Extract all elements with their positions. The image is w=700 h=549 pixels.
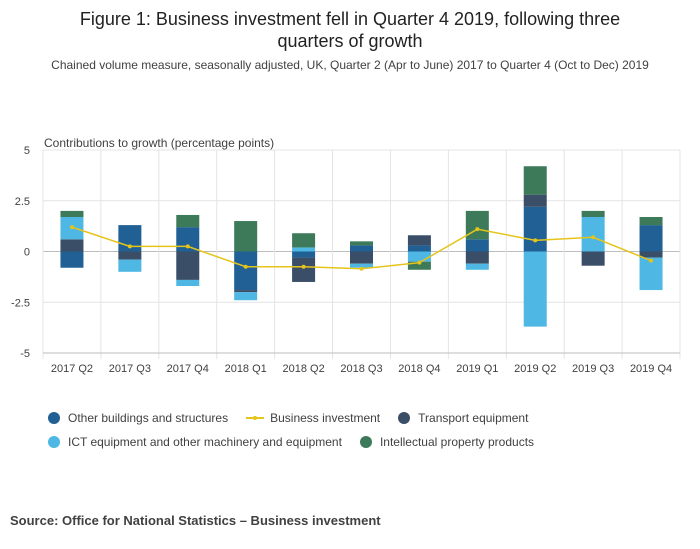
bar-segment xyxy=(465,251,489,264)
legend-swatch-business-investment xyxy=(246,412,265,424)
bar-segment xyxy=(176,251,200,280)
bar-segment xyxy=(234,251,258,291)
bar-segment xyxy=(292,233,316,248)
bar-segment xyxy=(639,257,663,291)
legend-row-2: ICT equipment and other machinery and eq… xyxy=(48,430,552,454)
y-tick-label: 0 xyxy=(24,247,30,259)
chart-subtitle: Chained volume measure, seasonally adjus… xyxy=(51,58,649,72)
legend-swatch-transport-equipment xyxy=(398,412,411,424)
y-tick-label: 5 xyxy=(24,145,30,157)
bar-segment xyxy=(465,210,489,240)
legend-row-1: Other buildings and structures Business … xyxy=(48,406,552,430)
bar-segment xyxy=(234,292,258,301)
legend-item-ict-equipment[interactable]: ICT equipment and other machinery and eq… xyxy=(48,435,342,449)
chart-plot-area: 5 2.5 0 -2.5 -5 2017 Q2 2017 Q3 2017 Q4 2018 Q1 2… xyxy=(11,145,681,375)
legend-item-intellectual-property[interactable]: Intellectual property products xyxy=(359,435,535,449)
chart-source: Source: Office for National Statistics –… xyxy=(10,513,381,528)
line-point xyxy=(127,244,132,249)
x-tick-label: 2019 Q3 xyxy=(572,363,614,375)
bar-segment xyxy=(118,251,142,260)
legend-label-business-investment: Business investment xyxy=(270,411,381,425)
bar-segment xyxy=(60,210,84,217)
y-axis-title: Contributions to growth (percentage poin… xyxy=(44,136,275,150)
bar-segment xyxy=(523,194,547,207)
line-point xyxy=(301,264,306,269)
bar-segment xyxy=(292,247,316,252)
bar-segment xyxy=(234,290,258,293)
x-tick-label: 2019 Q2 xyxy=(514,363,556,375)
x-tick-label: 2017 Q2 xyxy=(51,363,93,375)
x-tick-label: 2018 Q3 xyxy=(340,363,382,375)
x-tick-label: 2018 Q1 xyxy=(225,363,267,375)
chart-title-line-1: Figure 1: Business investment fell in Qu… xyxy=(79,9,621,29)
x-tick-label: 2018 Q2 xyxy=(282,363,324,375)
bar-segment xyxy=(176,279,200,287)
legend-label-intellectual-property: Intellectual property products xyxy=(379,435,535,449)
x-tick-label: 2019 Q4 xyxy=(630,363,672,375)
bar-segment xyxy=(523,206,547,252)
legend-item-other-buildings[interactable]: Other buildings and structures xyxy=(48,411,228,425)
y-tick-label: -2.5 xyxy=(11,297,30,309)
bar-segment xyxy=(581,210,605,217)
x-tick-label: 2019 Q1 xyxy=(456,363,498,375)
y-tick-label: -5 xyxy=(20,348,30,360)
chart-title: Figure 1: Business investment fell in Qu… xyxy=(0,8,700,52)
line-point xyxy=(475,227,480,232)
x-tick-label: 2017 Q4 xyxy=(167,363,209,375)
bar-segment xyxy=(465,263,489,270)
bar-segment xyxy=(639,225,663,252)
bar-segment xyxy=(234,221,258,252)
bar-segment xyxy=(292,251,316,258)
line-point xyxy=(243,264,248,269)
bar-segment xyxy=(639,251,663,258)
y-tick-label: 2.5 xyxy=(15,196,30,208)
bar-segment xyxy=(60,239,84,252)
x-tick-label: 2017 Q3 xyxy=(109,363,151,375)
x-tick-label: 2018 Q4 xyxy=(398,363,440,375)
chart-legend: Other buildings and structures Business … xyxy=(48,406,552,454)
legend-label-ict-equipment: ICT equipment and other machinery and eq… xyxy=(68,435,342,449)
line-point xyxy=(69,225,74,230)
bar-segment xyxy=(523,166,547,195)
bar-segment xyxy=(581,216,605,252)
bar-segment xyxy=(581,251,605,266)
bar-segment xyxy=(350,245,373,252)
bar-segment xyxy=(639,216,663,226)
legend-label-other-buildings: Other buildings and structures xyxy=(68,411,229,425)
line-point xyxy=(533,238,538,243)
bar-segment xyxy=(176,214,200,228)
legend-item-business-investment[interactable]: Business investment xyxy=(246,411,380,425)
legend-swatch-other-buildings xyxy=(48,412,60,424)
bar-segment xyxy=(176,227,200,252)
line-point xyxy=(417,260,422,265)
legend-swatch-intellectual-property xyxy=(359,436,372,448)
bar-segment xyxy=(465,239,489,252)
line-point xyxy=(591,235,596,240)
bar-segment xyxy=(407,245,431,252)
bar-segment xyxy=(407,261,431,270)
bar-segment xyxy=(407,251,431,262)
legend-swatch-ict-equipment xyxy=(48,436,60,448)
line-point xyxy=(649,258,654,263)
bar-segment xyxy=(350,241,373,246)
bar-segment xyxy=(350,251,373,264)
bar-segment xyxy=(118,259,142,272)
bar-segment xyxy=(60,251,84,268)
bar-segment xyxy=(350,263,373,268)
bar-segment xyxy=(407,235,431,246)
legend-label-transport-equipment: Transport equipment xyxy=(418,411,529,425)
line-point xyxy=(185,244,190,249)
bar-segment xyxy=(292,257,316,282)
line-point xyxy=(359,266,364,271)
chart-title-line-2: quarters of growth xyxy=(277,31,423,51)
bar-segment xyxy=(523,251,547,327)
legend-item-transport-equipment[interactable]: Transport equipment xyxy=(398,411,528,425)
